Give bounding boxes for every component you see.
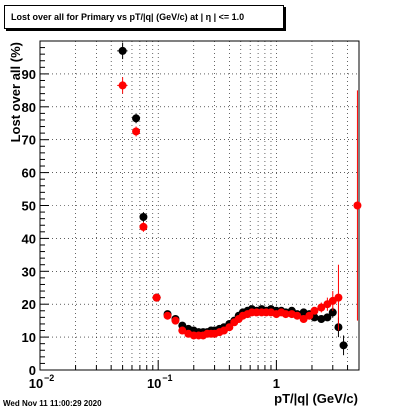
data-point <box>225 323 234 332</box>
data-point <box>178 326 187 335</box>
data-point <box>305 311 314 320</box>
x-tick-label: 1 <box>273 376 280 391</box>
data-point <box>339 341 348 350</box>
chart-title: Lost over all for Primary vs pT/|q| (GeV… <box>4 5 284 29</box>
data-point <box>317 303 326 312</box>
data-point <box>139 213 148 222</box>
plot-frame <box>39 40 360 371</box>
y-tick-label: 10 <box>22 330 36 345</box>
y-tick-label: 60 <box>22 166 36 181</box>
y-tick-label: 50 <box>22 199 36 214</box>
y-axis-title: Lost over all (%) <box>8 42 23 142</box>
data-point <box>139 222 148 231</box>
data-point <box>293 311 302 320</box>
data-point <box>152 293 161 302</box>
x-tick-label: 10 <box>29 376 43 391</box>
y-tick-label: 70 <box>22 133 36 148</box>
grid <box>40 41 359 370</box>
data-point <box>163 311 172 320</box>
data-point <box>132 114 141 123</box>
data-point <box>328 308 337 317</box>
data-point <box>323 313 332 322</box>
timestamp-footer: Wed Nov 11 11:00:29 2020 <box>3 399 102 408</box>
y-tick-label: 80 <box>22 100 36 115</box>
axis-ticks <box>39 40 360 371</box>
data-point <box>353 201 362 210</box>
series-1 <box>117 77 362 340</box>
data-point <box>118 81 127 90</box>
x-axis-title: pT/|q| (GeV/c) <box>274 391 358 406</box>
data-point <box>317 315 326 324</box>
x-tick-label: 10 <box>147 376 161 391</box>
y-tick-label: 30 <box>22 264 36 279</box>
data-point <box>132 127 141 136</box>
y-tick-label: 0 <box>29 363 36 378</box>
x-tick-exponent: −1 <box>162 373 172 383</box>
y-tick-label: 90 <box>22 67 36 82</box>
data-point <box>171 316 180 325</box>
data-point <box>281 310 290 319</box>
data-point <box>118 46 127 55</box>
data-point <box>310 306 319 315</box>
y-tick-label: 20 <box>22 297 36 312</box>
x-tick-exponent: −2 <box>44 373 54 383</box>
data-point <box>334 293 343 302</box>
y-tick-label: 40 <box>22 231 36 246</box>
series-layer <box>117 42 362 356</box>
